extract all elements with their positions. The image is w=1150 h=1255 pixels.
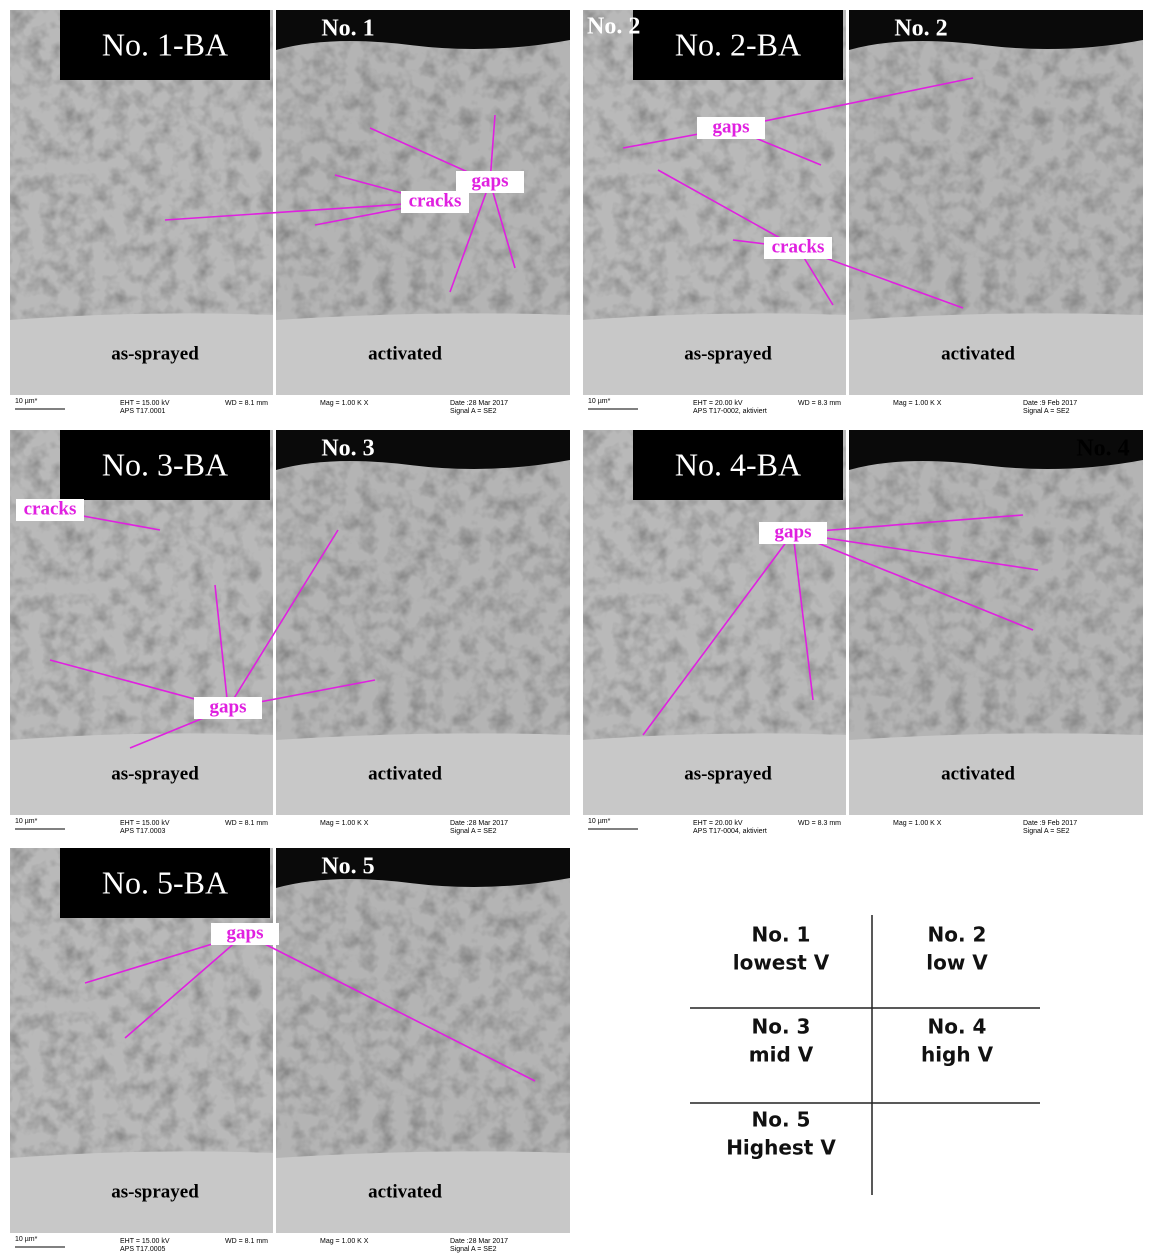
cell-id: No. 2 [928, 923, 987, 947]
left-title: No. 1-BA [102, 26, 228, 62]
left-title: No. 4-BA [675, 446, 801, 482]
panel: No. 5-BA No. 5 as-sprayed activated gaps 10 µ… [10, 848, 570, 1255]
caption: as-sprayed [111, 1181, 199, 1202]
corner-label: No. 2 [587, 14, 640, 40]
footer-text: APS T17.0005 [120, 1246, 166, 1253]
caption: as-sprayed [111, 763, 199, 784]
footer-text: APS T17.0003 [120, 828, 166, 835]
footer-text: WD = 8.1 mm [225, 820, 268, 827]
footer-text: Mag = 1.00 K X [320, 820, 369, 827]
footer-text: Date :9 Feb 2017 [1023, 400, 1077, 407]
panel: No. 4-BA No. 4 as-sprayed activated gaps 10 µ… [583, 430, 1143, 837]
footer-text: WD = 8.1 mm [225, 400, 268, 407]
caption: activated [941, 763, 1015, 784]
caption: activated [941, 343, 1015, 364]
scale-label: 10 µm* [15, 398, 38, 405]
annotation: gaps [713, 116, 750, 137]
scale-label: 10 µm* [15, 1236, 38, 1243]
footer-text: WD = 8.3 mm [798, 400, 841, 407]
caption: activated [368, 763, 442, 784]
annotation: cracks [24, 498, 77, 519]
annotation: cracks [772, 236, 825, 257]
footer-text: Date :28 Mar 2017 [450, 820, 508, 827]
footer-text: APS T17-0002, aktiviert [693, 408, 767, 415]
footer-text: APS T17-0004, aktiviert [693, 828, 767, 835]
footer-text: Signal A = SE2 [450, 408, 497, 415]
left-title: No. 3-BA [102, 446, 228, 482]
footer-text: Date :28 Mar 2017 [450, 1238, 508, 1245]
footer-text: WD = 8.3 mm [798, 820, 841, 827]
footer-text: EHT = 15.00 kV [120, 400, 170, 407]
footer-text: Signal A = SE2 [1023, 828, 1070, 835]
caption: as-sprayed [111, 343, 199, 364]
footer-text: Date :9 Feb 2017 [1023, 820, 1077, 827]
cell-id: No. 5 [752, 1108, 811, 1132]
cell-label: mid V [749, 1043, 814, 1067]
cell-id: No. 1 [752, 923, 811, 947]
cell-label: high V [921, 1043, 994, 1067]
scale-label: 10 µm* [15, 818, 38, 825]
panel: No. 2-BA No. 2 No. 2 as-sprayed activated gap… [583, 10, 1143, 417]
scale-label: 10 µm* [588, 818, 611, 825]
footer-text: Signal A = SE2 [1023, 408, 1070, 415]
footer-text: APS T17.0001 [120, 408, 166, 415]
cell-id: No. 4 [928, 1015, 987, 1039]
footer-text: Mag = 1.00 K X [320, 400, 369, 407]
cell-label: Highest V [726, 1136, 836, 1160]
footer-text: EHT = 20.00 kV [693, 820, 743, 827]
footer-text: EHT = 15.00 kV [120, 820, 170, 827]
right-title: No. 1 [321, 16, 374, 42]
caption: activated [368, 1181, 442, 1202]
cell-label: low V [926, 951, 988, 975]
right-title: No. 3 [321, 436, 374, 462]
panel: No. 3-BA No. 3 as-sprayed activated cracks ga… [10, 430, 570, 837]
right-title: No. 4 [1076, 436, 1129, 462]
footer-text: Signal A = SE2 [450, 828, 497, 835]
footer-text: Mag = 1.00 K X [893, 400, 942, 407]
caption: as-sprayed [684, 763, 772, 784]
annotation: gaps [210, 696, 247, 717]
footer-text: Signal A = SE2 [450, 1246, 497, 1253]
annotation: gaps [775, 521, 812, 542]
scale-label: 10 µm* [588, 398, 611, 405]
cell-label: lowest V [733, 951, 830, 975]
footer-text: Date :28 Mar 2017 [450, 400, 508, 407]
annotation: gaps [227, 922, 264, 943]
left-title: No. 2-BA [675, 26, 801, 62]
footer-text: Mag = 1.00 K X [893, 820, 942, 827]
annotation: cracks [409, 190, 462, 211]
annotation: gaps [472, 170, 509, 191]
footer-text: EHT = 20.00 kV [693, 400, 743, 407]
right-title: No. 2 [894, 16, 947, 42]
footer-text: WD = 8.1 mm [225, 1238, 268, 1245]
cell-id: No. 3 [752, 1015, 811, 1039]
right-title: No. 5 [321, 854, 374, 880]
figure: No. 1-BA No. 1 as-sprayed activated gaps crac… [0, 0, 1150, 1255]
left-title: No. 5-BA [102, 864, 228, 900]
footer-text: EHT = 15.00 kV [120, 1238, 170, 1245]
caption: as-sprayed [684, 343, 772, 364]
caption: activated [368, 343, 442, 364]
panel: No. 1-BA No. 1 as-sprayed activated gaps crac… [10, 10, 570, 417]
footer-text: Mag = 1.00 K X [320, 1238, 369, 1245]
